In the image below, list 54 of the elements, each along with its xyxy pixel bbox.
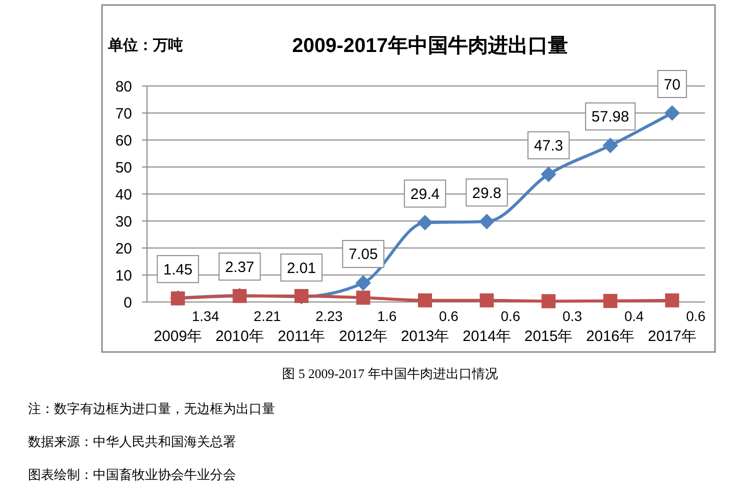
y-tick-label: 60 [115, 132, 132, 150]
y-tick-label: 20 [115, 240, 132, 258]
data-label: 1.34 [192, 308, 220, 324]
x-tick-label: 2016年 [586, 328, 635, 345]
x-tick-label: 2013年 [400, 328, 450, 345]
data-label: 0.4 [624, 308, 644, 324]
data-label: 0.6 [439, 308, 459, 324]
text: 注：数字有边框为进口量，无边框为出口量 [28, 401, 275, 416]
point [479, 214, 494, 230]
data-label: 2.37 [225, 258, 254, 276]
point [417, 215, 433, 230]
x-tick-label: 2017年 [648, 328, 696, 345]
chart-title: 2009-2017年中国牛肉进出口量 [292, 35, 568, 57]
y-tick-label: 70 [115, 105, 132, 122]
y-tick-label: 50 [115, 159, 132, 176]
point [356, 275, 371, 291]
x-tick-label: 2015年 [524, 328, 573, 345]
data-label: 2.01 [286, 260, 316, 277]
point [418, 293, 432, 308]
point [603, 294, 618, 308]
point [540, 166, 556, 182]
y-axis-title: 单位：万吨 [107, 37, 183, 54]
x-tick-label: 2014年 [462, 328, 511, 345]
point [480, 293, 494, 308]
data-label: 1.6 [377, 308, 397, 324]
text: 图表绘制：中国畜牧业协会牛业分会 [28, 467, 236, 482]
x-tick-label: 2009年 [154, 328, 202, 345]
data-label: 1.45 [163, 261, 192, 278]
data-label: 2.23 [315, 308, 343, 324]
y-tick-label: 80 [115, 78, 132, 96]
y-tick-label: 40 [115, 186, 132, 204]
point [602, 138, 618, 154]
x-tick-label: 2012年 [339, 328, 388, 345]
data-label: 0.6 [686, 308, 706, 324]
data-label: 47.3 [534, 138, 564, 155]
caption: 图 5 2009-2017 年中国牛肉进出口情况 [282, 366, 498, 381]
x-tick-label: 2011年 [278, 328, 326, 345]
data-label: 0.6 [500, 308, 520, 324]
x-tick-label: 2010年 [215, 328, 264, 345]
data-label: 70 [664, 76, 680, 94]
point [665, 293, 680, 308]
y-tick-label: 30 [115, 213, 132, 230]
y-tick-label: 10 [115, 267, 132, 284]
data-label: 2.21 [254, 308, 282, 324]
point [664, 105, 680, 121]
data-label: 0.3 [562, 308, 582, 324]
data-label: 57.98 [592, 108, 630, 126]
data-label: 29.4 [410, 186, 440, 203]
point [356, 290, 370, 305]
data-label: 7.05 [348, 246, 378, 264]
y-tick-label: 0 [124, 294, 132, 312]
point [542, 294, 556, 308]
source-note: 数据来源：中华人民共和国海关总署 [28, 434, 236, 449]
data-label: 29.8 [472, 184, 502, 202]
